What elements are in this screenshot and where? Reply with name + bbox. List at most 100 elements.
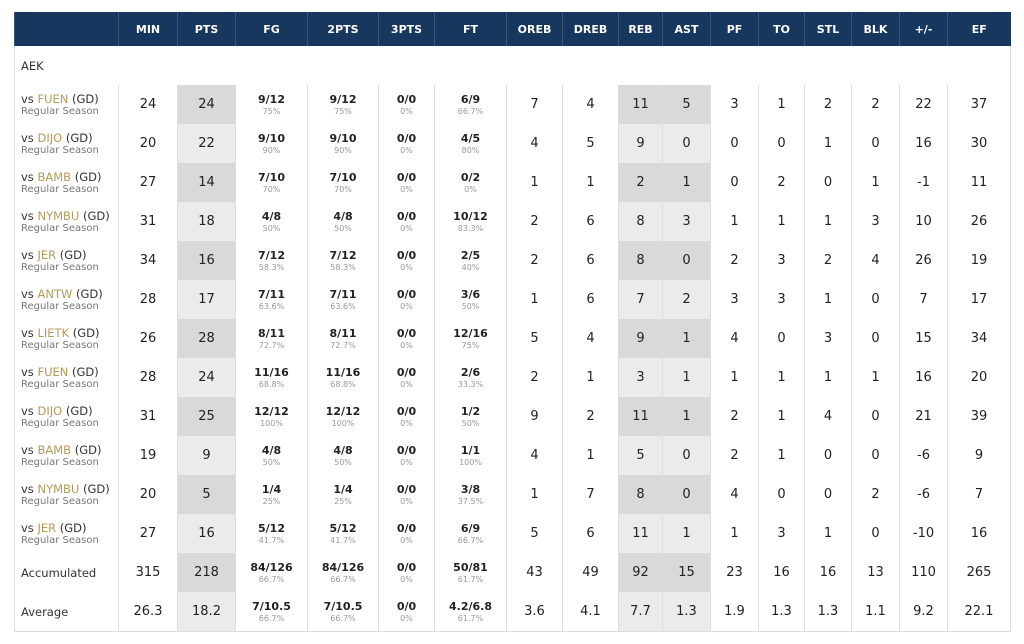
column-header: 2PTS: [307, 12, 379, 46]
game-label: vs DIJO (GD) Regular Season: [14, 124, 119, 163]
opponent-link[interactable]: ANTW: [37, 287, 73, 301]
stat-cell: 34: [947, 319, 1011, 358]
stat-cell: 5: [562, 124, 619, 163]
stat-cell: 0: [662, 124, 711, 163]
matchup-tag: (GD): [72, 92, 99, 106]
game-label: vs NYMBU (GD) Regular Season: [14, 202, 119, 241]
stat-pct: 66.7%: [258, 575, 285, 584]
stat-main: 9/12: [329, 93, 357, 106]
season: Regular Season: [21, 379, 99, 390]
stat-pct: 58.3%: [330, 263, 356, 272]
stat-cell: 1: [662, 163, 711, 202]
opponent-link[interactable]: LIETK: [37, 326, 70, 340]
stat-pct: 50%: [461, 302, 480, 311]
season: Regular Season: [21, 145, 99, 156]
stat-cell: 23: [710, 553, 759, 592]
opponent-link[interactable]: DIJO: [37, 404, 63, 418]
stat-pct: 33.3%: [457, 380, 484, 389]
stat-main: 5/12: [258, 522, 285, 535]
stat-cell: 4/8 50%: [235, 436, 308, 475]
opponent-link[interactable]: JER: [37, 248, 57, 262]
stat-main: 4.2/6.8: [449, 600, 492, 613]
stat-cell: 0/0 0%: [378, 475, 435, 514]
stat-main: 10/12: [453, 210, 488, 223]
stat-cell: 0: [662, 241, 711, 280]
stat-cell: 4/8 50%: [307, 202, 379, 241]
stat-cell: 4: [506, 124, 563, 163]
opponent-link[interactable]: FUEN: [37, 92, 69, 106]
stat-cell: 0: [804, 475, 852, 514]
stat-cell: 0: [662, 475, 711, 514]
opponent-link[interactable]: JER: [37, 521, 57, 535]
stat-cell: 0: [851, 436, 900, 475]
stat-main: 0/2: [460, 171, 481, 184]
stat-main: 11/16: [325, 366, 361, 379]
stat-cell: 4.1: [562, 592, 619, 632]
stat-cell: 6: [562, 241, 619, 280]
stat-cell: 26: [118, 319, 178, 358]
stat-pct: 90%: [334, 146, 352, 155]
stat-main: 0/0: [396, 288, 417, 301]
matchup-tag: (GD): [74, 170, 102, 184]
opponent-link[interactable]: BAMB: [37, 443, 72, 457]
stat-cell: 8/11 72.7%: [307, 319, 379, 358]
stat-cell: 1: [804, 280, 852, 319]
stat-main: 7/12: [258, 249, 285, 262]
stat-main: 12/16: [453, 327, 488, 340]
stat-main: 0/0: [396, 522, 417, 535]
game-row: vs BAMB (GD) Regular Season 19 9 4/8 50% 4/8 50…: [14, 436, 1011, 475]
stat-cell: 1: [506, 475, 563, 514]
stat-cell: 7/11 63.6%: [235, 280, 308, 319]
stat-pct: 68.8%: [330, 380, 356, 389]
stat-cell: 0: [804, 163, 852, 202]
stat-cell: 2: [804, 85, 852, 124]
stat-pct: 50%: [334, 224, 352, 233]
stat-cell: 4: [710, 475, 759, 514]
column-header: PF: [710, 12, 759, 46]
stat-cell: 16: [758, 553, 805, 592]
stat-cell: 4: [562, 319, 619, 358]
stat-main: 50/81: [453, 561, 488, 574]
stat-main: 84/126: [250, 561, 293, 574]
stat-cell: 0/0 0%: [378, 358, 435, 397]
stat-main: 9/10: [329, 132, 357, 145]
stat-cell: 20: [947, 358, 1011, 397]
stat-cell: 11: [618, 85, 663, 124]
opponent-link[interactable]: DIJO: [37, 131, 63, 145]
stat-cell: 3/8 37.5%: [434, 475, 507, 514]
total-row: Average 26.3 18.2 7/10.5 66.7% 7/10.5 66.7% 0/0…: [14, 592, 1011, 632]
stat-main: 0/0: [396, 171, 417, 184]
stat-main: 0/0: [396, 210, 417, 223]
stat-cell: 27: [118, 163, 178, 202]
stat-cell: 1: [662, 358, 711, 397]
stat-cell: 0/0 0%: [378, 553, 435, 592]
stat-cell: 0/0 0%: [378, 436, 435, 475]
stat-main: 1/1: [460, 444, 481, 457]
game-label: vs BAMB (GD) Regular Season: [14, 163, 119, 202]
stat-cell: 26: [899, 241, 948, 280]
matchup-tag: (GD): [72, 365, 99, 379]
opponent-link[interactable]: NYMBU: [37, 482, 80, 496]
stat-cell: 2: [662, 280, 711, 319]
stat-cell: 0/0 0%: [378, 280, 435, 319]
stat-cell: 9/10 90%: [307, 124, 379, 163]
stat-cell: 4: [851, 241, 900, 280]
opponent-link[interactable]: FUEN: [37, 365, 69, 379]
stat-main: 3/8: [460, 483, 481, 496]
opponent-link[interactable]: NYMBU: [37, 209, 80, 223]
column-header: REB: [618, 12, 663, 46]
stat-main: 0/0: [396, 327, 417, 340]
stat-main: 0/0: [396, 132, 417, 145]
opponent-link[interactable]: BAMB: [37, 170, 72, 184]
stat-cell: 50/81 61.7%: [434, 553, 507, 592]
stat-cell: 27: [118, 514, 178, 553]
stat-pct: 66.7%: [457, 107, 484, 116]
stat-cell: 3: [710, 280, 759, 319]
game-label: vs JER (GD) Regular Season: [14, 514, 119, 553]
stat-cell: 0/0 0%: [378, 592, 435, 632]
game-label: vs NYMBU (GD) Regular Season: [14, 475, 119, 514]
stat-main: 1/4: [333, 483, 353, 496]
stat-cell: 5: [506, 319, 563, 358]
stat-main: 7/11: [258, 288, 285, 301]
